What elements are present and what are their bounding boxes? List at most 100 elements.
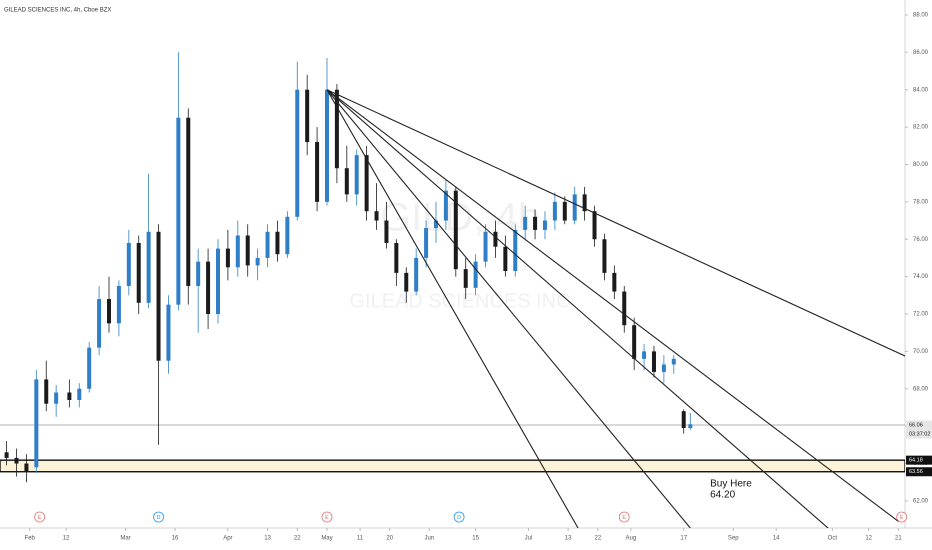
y-tick-label: 72.00 bbox=[913, 312, 929, 318]
x-tick-label: 13 bbox=[565, 536, 572, 542]
annotation: 64.20 bbox=[710, 490, 735, 501]
candle-body bbox=[34, 379, 39, 468]
y-tick-label: 78.00 bbox=[913, 199, 929, 205]
candle-body bbox=[255, 257, 260, 266]
candle-body bbox=[136, 242, 141, 303]
candle-body bbox=[97, 299, 102, 348]
candle-body bbox=[453, 190, 458, 270]
candle-body bbox=[552, 201, 557, 221]
x-tick-label: Aug bbox=[626, 536, 637, 542]
event-marker bbox=[34, 511, 46, 523]
candle-body bbox=[572, 194, 577, 221]
zone bbox=[0, 459, 905, 473]
trend-line bbox=[326, 89, 829, 528]
candle-body bbox=[324, 89, 329, 202]
candle-body bbox=[265, 231, 270, 258]
candle-body bbox=[632, 325, 637, 359]
event-label: D bbox=[157, 515, 161, 521]
candle-body bbox=[146, 231, 151, 303]
candle-body bbox=[54, 392, 59, 404]
candle-body bbox=[688, 424, 693, 429]
x-tick-label: 15 bbox=[472, 536, 479, 542]
candle-body bbox=[483, 231, 488, 262]
annotation: Buy Here bbox=[710, 479, 752, 490]
candle-body bbox=[642, 351, 647, 359]
y-tick-label: 80.00 bbox=[913, 162, 929, 168]
candle-body bbox=[315, 142, 320, 202]
y-tick-label: 74.00 bbox=[913, 274, 929, 280]
x-tick-label: May bbox=[321, 536, 332, 542]
candle-body bbox=[77, 388, 82, 400]
candle-body bbox=[305, 89, 310, 143]
trend-line bbox=[326, 89, 691, 528]
candle-body bbox=[196, 261, 201, 286]
x-tick-label: Mar bbox=[120, 536, 130, 542]
candle-body bbox=[394, 242, 399, 273]
candle-body bbox=[612, 272, 617, 292]
candle-body bbox=[592, 211, 597, 240]
candle-body bbox=[275, 231, 280, 255]
candle-body bbox=[235, 235, 240, 268]
candle-body bbox=[14, 457, 19, 464]
event-label: E bbox=[900, 515, 904, 521]
candle-body bbox=[602, 239, 607, 273]
x-tick-label: 17 bbox=[680, 536, 687, 542]
candle-body bbox=[334, 89, 339, 169]
plot-area bbox=[0, 52, 905, 528]
candle-body bbox=[542, 220, 547, 230]
x-tick-label: 22 bbox=[294, 536, 301, 542]
candle-body bbox=[523, 216, 528, 230]
candle-body bbox=[225, 248, 230, 268]
candle-body bbox=[87, 347, 92, 389]
event-marker bbox=[618, 511, 630, 523]
candle-body bbox=[24, 463, 29, 471]
candle-body bbox=[661, 364, 666, 372]
x-tick-label: 22 bbox=[594, 536, 601, 542]
event-marker bbox=[896, 511, 908, 523]
y-tick-label: 82.00 bbox=[913, 125, 929, 131]
price-label-box bbox=[906, 455, 932, 465]
y-tick-label: 76.00 bbox=[913, 237, 929, 243]
x-tick-label: 13 bbox=[264, 536, 271, 542]
x-tick-label: Jun bbox=[425, 536, 435, 542]
trend-line bbox=[326, 89, 579, 528]
candle-body bbox=[562, 201, 567, 221]
trend-line bbox=[326, 89, 899, 522]
price-label: 66.06 bbox=[909, 422, 923, 428]
candle-body bbox=[671, 358, 676, 365]
candle-body bbox=[463, 269, 468, 288]
x-tick-label: 11 bbox=[357, 536, 364, 542]
watermark-sub: GILEAD SCIENCES INC bbox=[349, 290, 570, 312]
x-tick-label: Jul bbox=[525, 536, 533, 542]
countdown: 03:37:02 bbox=[909, 431, 930, 437]
trend-line bbox=[326, 89, 905, 357]
candle-body bbox=[245, 235, 250, 266]
x-tick-label: Apr bbox=[223, 536, 232, 542]
candle-body bbox=[374, 211, 379, 221]
event-marker bbox=[153, 511, 164, 523]
candle-body bbox=[443, 190, 448, 221]
x-tick-label: 21 bbox=[895, 536, 902, 542]
candle-body bbox=[215, 248, 220, 314]
x-tick-label: 14 bbox=[773, 536, 780, 542]
candle-body bbox=[67, 392, 72, 400]
price-label-box bbox=[906, 467, 932, 477]
y-tick-label: 84.00 bbox=[913, 87, 929, 93]
candle-body bbox=[414, 257, 419, 292]
y-tick-label: 86.00 bbox=[913, 50, 929, 56]
candle-body bbox=[503, 246, 508, 272]
candle-body bbox=[4, 452, 9, 458]
price-label: 63.56 bbox=[909, 469, 923, 475]
candle-body bbox=[384, 220, 389, 243]
candle-body bbox=[582, 194, 587, 212]
x-tick-label: 12 bbox=[865, 536, 872, 542]
event-marker bbox=[453, 511, 465, 523]
candle-body bbox=[166, 304, 171, 361]
event-marker bbox=[321, 511, 333, 523]
event-label: E bbox=[622, 515, 626, 521]
x-tick-label: 16 bbox=[172, 536, 179, 542]
candle-body bbox=[681, 411, 686, 429]
price-label: 64.18 bbox=[909, 458, 923, 464]
candle-body bbox=[354, 155, 359, 195]
candle-body bbox=[285, 216, 290, 255]
